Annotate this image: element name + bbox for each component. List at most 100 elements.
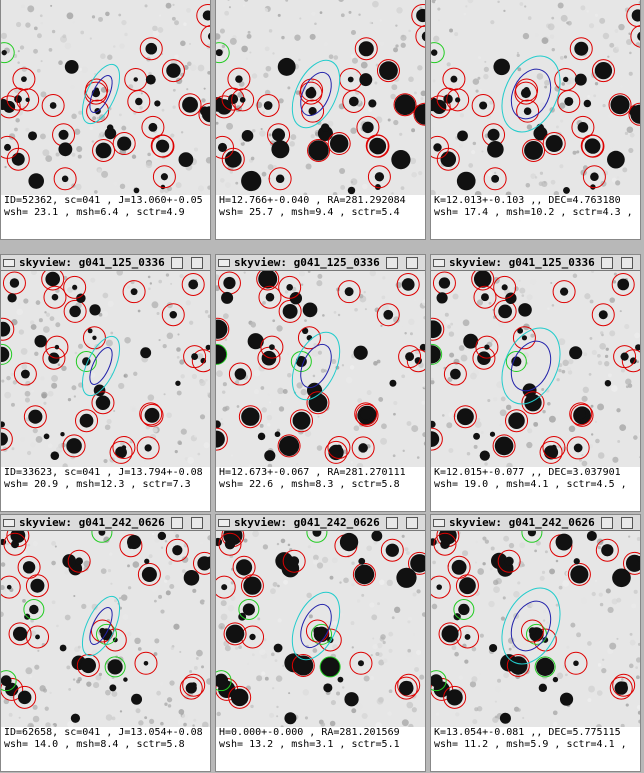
source-marker bbox=[581, 134, 605, 158]
star bbox=[636, 555, 640, 562]
noise bbox=[489, 567, 493, 571]
maximize-button[interactable] bbox=[191, 257, 203, 269]
star bbox=[320, 123, 330, 132]
source-marker bbox=[23, 405, 47, 429]
window-menu-button[interactable] bbox=[433, 259, 445, 267]
star bbox=[45, 271, 61, 287]
noise bbox=[209, 332, 210, 336]
noise bbox=[433, 618, 438, 623]
noise bbox=[448, 411, 455, 418]
source-marker bbox=[520, 619, 544, 643]
noise bbox=[425, 293, 426, 295]
window-menu-button[interactable] bbox=[218, 259, 230, 267]
noise bbox=[251, 129, 256, 133]
noise bbox=[86, 681, 92, 687]
star bbox=[348, 96, 359, 107]
source-marker bbox=[228, 362, 252, 386]
noise bbox=[261, 171, 267, 177]
noise bbox=[126, 631, 132, 637]
noise bbox=[559, 102, 566, 109]
noise bbox=[111, 690, 118, 697]
noise bbox=[278, 98, 284, 104]
noise bbox=[323, 41, 329, 47]
window-menu-button[interactable] bbox=[218, 519, 230, 527]
source-marker bbox=[506, 654, 530, 678]
minimize-button[interactable] bbox=[601, 257, 613, 269]
minimize-button[interactable] bbox=[601, 517, 613, 529]
star bbox=[34, 334, 47, 348]
window-menu-button[interactable] bbox=[3, 519, 15, 527]
minimize-button[interactable] bbox=[386, 517, 398, 529]
noise bbox=[250, 156, 255, 161]
source-marker bbox=[260, 335, 284, 359]
noise bbox=[108, 552, 113, 556]
noise bbox=[149, 282, 153, 285]
title-bar: skyview: g041_125_0336 bbox=[1, 255, 210, 271]
noise bbox=[391, 84, 398, 91]
noise bbox=[39, 14, 43, 18]
noise bbox=[593, 94, 597, 98]
source-marker bbox=[567, 562, 591, 586]
noise bbox=[354, 307, 358, 312]
maximize-button[interactable] bbox=[406, 517, 418, 529]
noise bbox=[183, 22, 187, 26]
maximize-button[interactable] bbox=[621, 257, 633, 269]
noise bbox=[432, 560, 436, 565]
noise bbox=[406, 551, 410, 555]
noise bbox=[119, 183, 126, 190]
minimize-button[interactable] bbox=[171, 517, 183, 529]
noise bbox=[469, 681, 477, 688]
star bbox=[135, 97, 143, 106]
minimize-button[interactable] bbox=[386, 257, 398, 269]
window-menu-button[interactable] bbox=[433, 519, 445, 527]
noise bbox=[67, 720, 74, 727]
noise bbox=[128, 84, 134, 90]
maximize-button[interactable] bbox=[406, 257, 418, 269]
noise bbox=[472, 78, 480, 85]
star bbox=[216, 49, 223, 57]
star bbox=[635, 344, 640, 351]
maximize-button[interactable] bbox=[621, 517, 633, 529]
noise bbox=[16, 21, 22, 28]
star bbox=[347, 186, 356, 195]
noise bbox=[68, 687, 72, 691]
noise bbox=[345, 376, 353, 384]
noise bbox=[619, 424, 627, 432]
star bbox=[144, 444, 152, 452]
noise bbox=[25, 417, 30, 422]
noise bbox=[474, 561, 477, 564]
star bbox=[145, 74, 156, 85]
noise bbox=[35, 435, 43, 443]
noise bbox=[244, 0, 249, 2]
window-menu-button[interactable] bbox=[3, 259, 15, 267]
maximize-button[interactable] bbox=[191, 517, 203, 529]
noise bbox=[474, 191, 482, 195]
aperture-inner bbox=[510, 340, 552, 392]
noise bbox=[156, 311, 160, 315]
star bbox=[421, 31, 425, 42]
source-marker bbox=[216, 575, 236, 599]
noise bbox=[199, 599, 206, 605]
star bbox=[536, 657, 555, 677]
noise bbox=[152, 29, 160, 37]
noise bbox=[339, 612, 344, 617]
noise bbox=[460, 354, 468, 362]
source-marker bbox=[12, 67, 36, 91]
star bbox=[362, 121, 374, 134]
noise bbox=[25, 667, 33, 675]
noise bbox=[230, 454, 234, 457]
noise bbox=[587, 698, 592, 703]
noise bbox=[626, 39, 633, 46]
minimize-button[interactable] bbox=[171, 257, 183, 269]
noise bbox=[458, 675, 464, 680]
noise bbox=[351, 583, 355, 587]
noise bbox=[422, 432, 425, 438]
noise bbox=[408, 723, 414, 727]
noise bbox=[568, 358, 574, 365]
star bbox=[583, 99, 592, 108]
noise bbox=[174, 54, 179, 59]
noise bbox=[246, 662, 250, 665]
noise bbox=[503, 672, 509, 679]
noise bbox=[350, 127, 357, 134]
noise bbox=[471, 676, 478, 683]
